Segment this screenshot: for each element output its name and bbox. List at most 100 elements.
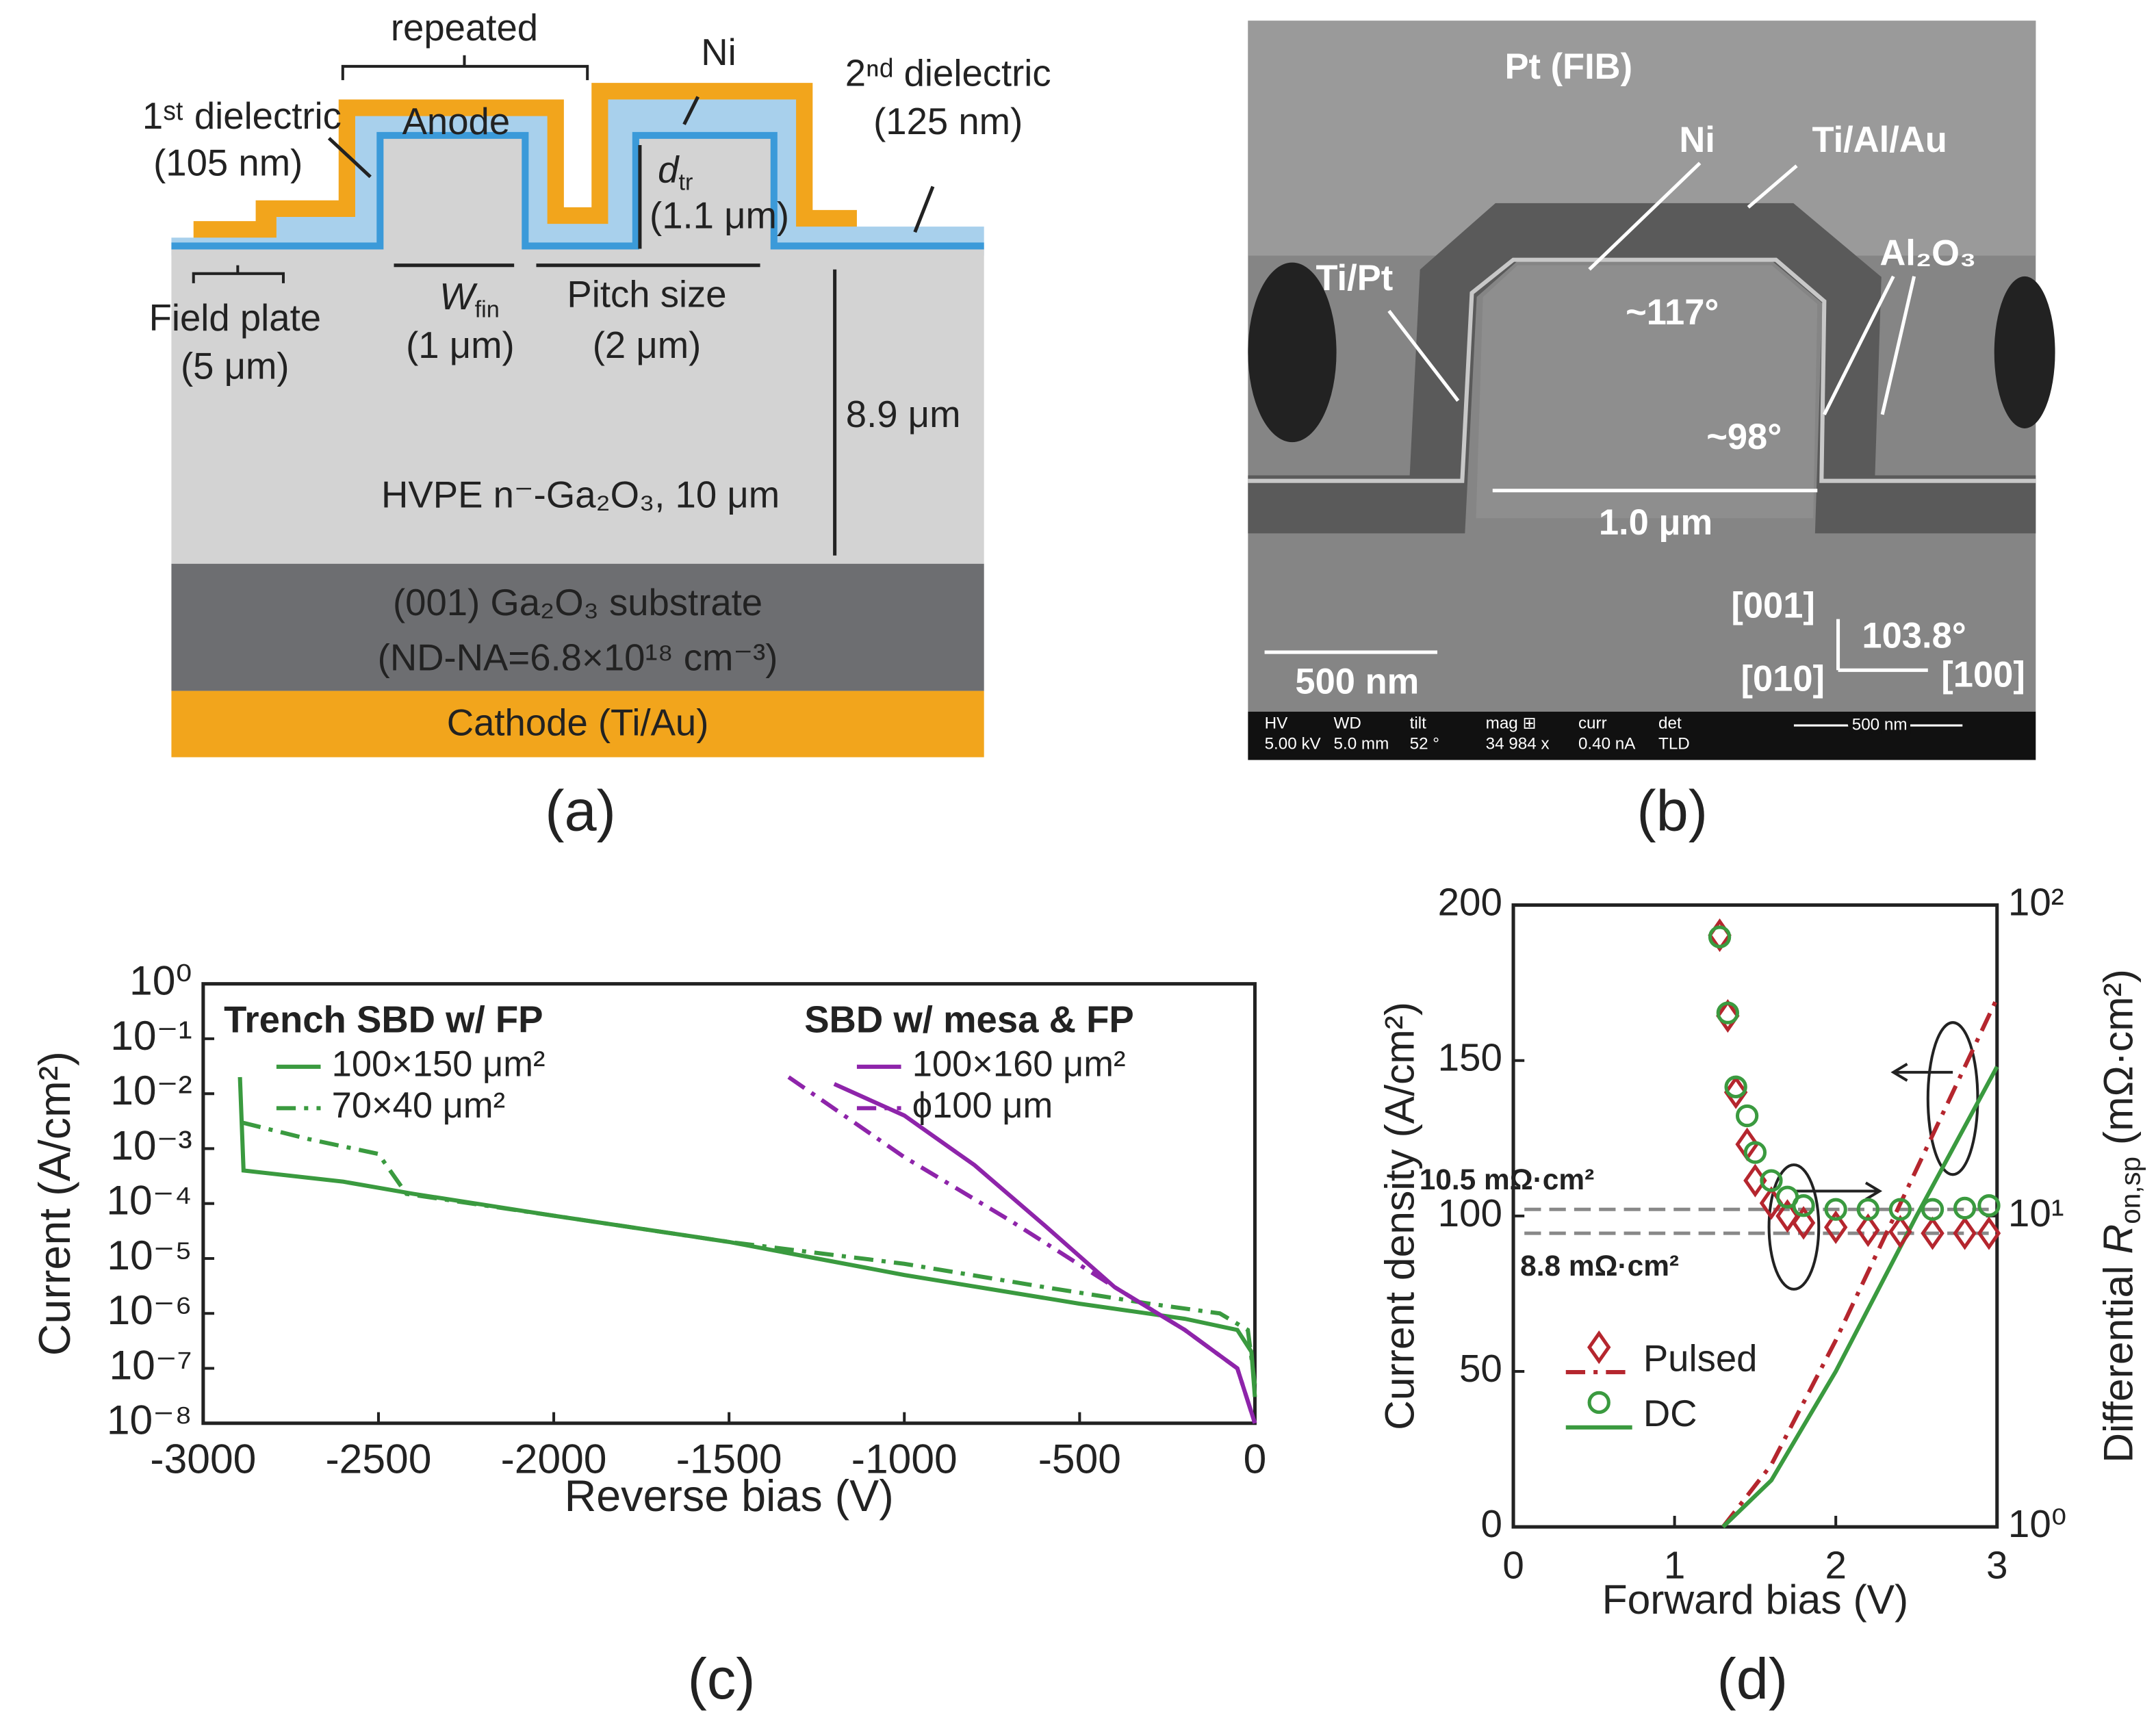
arrows: [327, 96, 935, 556]
label: Cathode (Ti/Au): [447, 701, 709, 743]
label: d: [658, 149, 680, 191]
chart: -3000 -2500 -2000 -1500 -1000 -500 0 10⁰ 10⁻¹ 10⁻…: [30, 957, 1266, 1521]
label: W: [439, 276, 478, 318]
panel-label: (a): [545, 778, 616, 843]
label: Anode: [402, 101, 511, 142]
marker: [1735, 1104, 1759, 1128]
y-tick-label: 10⁻⁷: [109, 1341, 192, 1388]
series-line: [1721, 997, 1999, 1529]
label: Pt (FIB): [1505, 47, 1633, 87]
x-tick-label: -2000: [501, 1435, 607, 1482]
y-axis-label: Current density (A/cm²): [1376, 1002, 1423, 1430]
bracket: [192, 55, 589, 283]
label: [100]: [1941, 654, 2025, 695]
y-tick-label: 200: [1438, 880, 1502, 923]
x-tick-label: 0: [1244, 1435, 1267, 1482]
y-tick-label: 10⁻¹: [110, 1012, 192, 1059]
marker: [1921, 1216, 1945, 1250]
interface: [1248, 257, 2036, 483]
x-tick-label: -2500: [326, 1435, 432, 1482]
label: 500 nm: [1852, 715, 1908, 734]
legend-title: SBD w/ mesa & FP: [804, 999, 1134, 1041]
marker: [1856, 1213, 1880, 1248]
info-text: 5.00 kV: [1265, 735, 1322, 753]
y2-axis-label-part: on,sp: [2114, 1157, 2146, 1224]
epi-layer: [171, 138, 984, 564]
x-tick-label: -1000: [851, 1435, 958, 1482]
label: 103.8°: [1862, 616, 1966, 656]
y-tick-label: 10⁻⁵: [107, 1232, 192, 1278]
info-text: 52 °: [1410, 735, 1439, 753]
legend-label: 100×160 μm²: [912, 1044, 1126, 1085]
annotations: [1767, 1021, 1979, 1291]
first-dielectric: [171, 131, 984, 250]
legend-label: 100×150 μm²: [332, 1044, 546, 1085]
marker: [1953, 1216, 1977, 1250]
label: repeated: [391, 7, 538, 49]
y-axis-label: Current (A/cm²): [30, 1051, 79, 1356]
marker: [1708, 925, 1732, 948]
marker: [1724, 1075, 1747, 1098]
label: ~117°: [1626, 292, 1719, 333]
x-tick-label: -3000: [150, 1435, 256, 1482]
label: 8.9 μm: [846, 393, 961, 435]
marker: [1824, 1198, 1847, 1221]
label: 500 nm: [1295, 661, 1419, 701]
y2-axis-label-part: Differential: [2094, 1254, 2141, 1463]
label: Field plate: [149, 297, 321, 339]
y-tick-label: 50: [1459, 1347, 1502, 1390]
marker: [1716, 1001, 1740, 1024]
info-bar: [1248, 711, 2036, 760]
fin: [1476, 265, 1818, 519]
info-text: mag ⊞: [1486, 714, 1537, 732]
legend-marker: [1587, 1391, 1610, 1415]
label: (5 μm): [181, 346, 290, 387]
label: Ni: [701, 31, 736, 73]
y-tick-label: 10⁰: [129, 957, 192, 1004]
info-text: TLD: [1658, 735, 1690, 753]
chart: 0 1 2 3 0 50 100 150 200 10⁰ 10¹ 10² Forward bias (V…: [1376, 880, 2146, 1623]
y2-tick-label: 10²: [2008, 880, 2064, 923]
label: (105 nm): [153, 142, 303, 184]
y-tick-label: 10⁻⁴: [106, 1177, 192, 1224]
y2-tick-label: 10⁰: [2008, 1502, 2067, 1545]
panel-label: (b): [1637, 778, 1708, 843]
arrows: [1264, 162, 1928, 672]
panel-label: (d): [1717, 1646, 1788, 1711]
x-tick-label: 3: [1986, 1544, 2007, 1587]
substrate: [171, 563, 984, 691]
marker: [1888, 1215, 1912, 1249]
label: (2 μm): [593, 324, 702, 366]
label: (001) Ga₂O₃ substrate: [393, 582, 762, 623]
y-tick-label: 150: [1438, 1036, 1502, 1079]
info-text: HV: [1265, 714, 1288, 732]
cathode: [171, 690, 984, 758]
label: Al₂O₃: [1879, 233, 1976, 273]
label: (1 μm): [406, 324, 515, 366]
marker: [1723, 1075, 1748, 1109]
label: Pitch size: [567, 274, 726, 315]
series-line: [833, 1082, 1257, 1424]
x-tick-label: 1: [1664, 1544, 1685, 1587]
label: 1.0 μm: [1599, 502, 1712, 543]
y-tick-label: 10⁻³: [110, 1122, 192, 1168]
panel-label: (c): [688, 1646, 756, 1711]
y2-axis-label-part: R: [2094, 1224, 2141, 1254]
label: Ti/Pt: [1316, 258, 1393, 298]
legend-label: Pulsed: [1643, 1337, 1758, 1379]
legend-label: 70×40 μm²: [332, 1085, 505, 1126]
void: [1248, 262, 1337, 443]
info-text: 5.0 mm: [1334, 735, 1389, 753]
panel-a: repeated Ni 1ˢᵗ dielectric (105 nm) Anod…: [142, 7, 1051, 758]
series-line: [238, 1076, 1257, 1397]
y2-axis-label: Differential Ron,sp (mΩ·cm²): [2094, 969, 2146, 1463]
y-tick-label: 10⁻⁸: [107, 1397, 192, 1443]
void: [1994, 276, 2055, 428]
x-axis-label: Forward bias (V): [1602, 1576, 1909, 1623]
series-line: [241, 1120, 1257, 1385]
y2-tick-label: 10¹: [2008, 1191, 2064, 1235]
x-axis-label: Reverse bias (V): [565, 1471, 894, 1521]
label: dtr: [658, 149, 693, 196]
label: 1ˢᵗ dielectric: [142, 95, 342, 137]
